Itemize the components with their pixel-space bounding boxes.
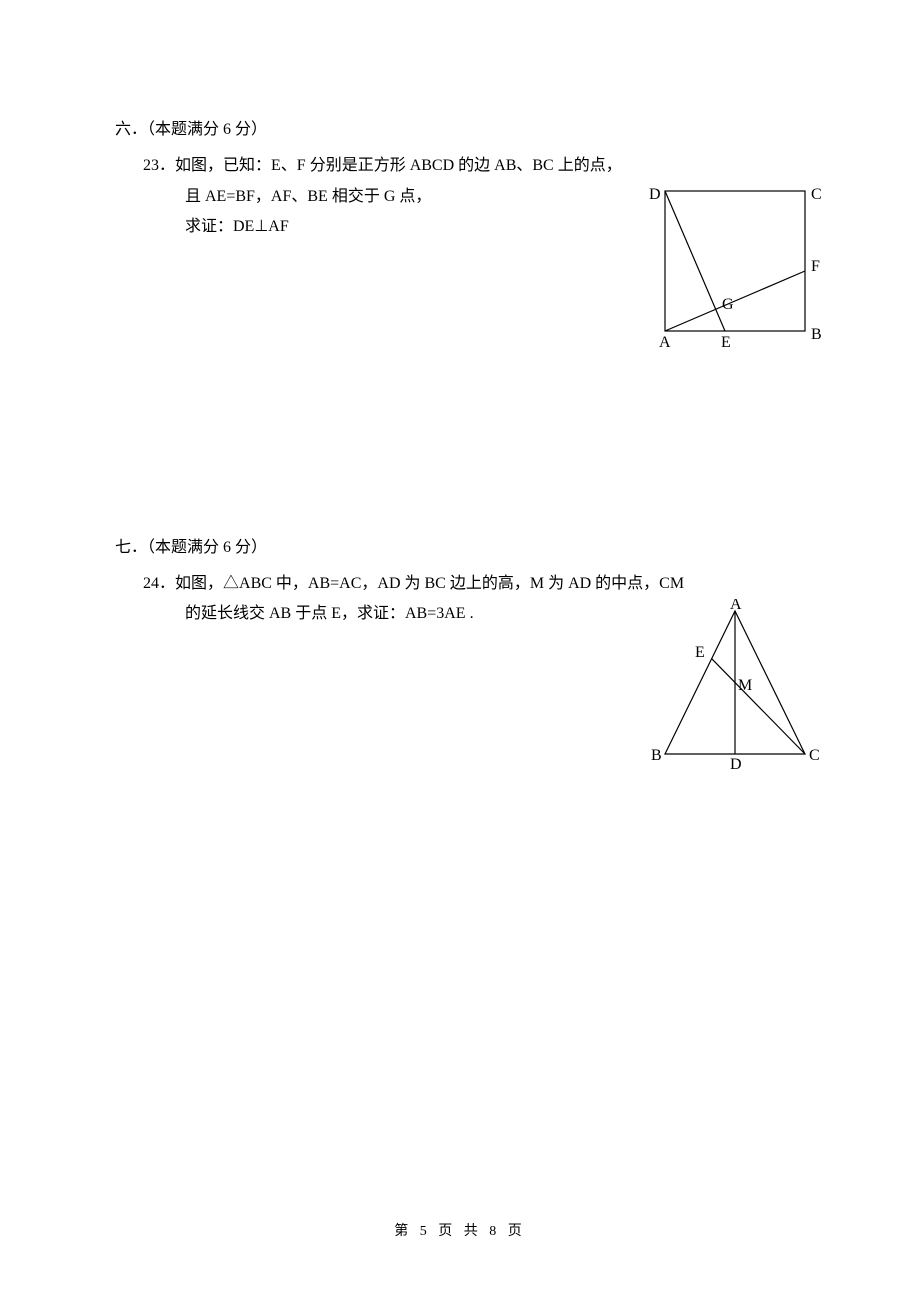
fig23-label-F: F — [811, 258, 820, 275]
fig23-label-G: G — [722, 296, 734, 313]
question-23-block: 23．如图，已知：E、F 分别是正方形 ABCD 的边 AB、BC 上的点， 且… — [115, 151, 805, 242]
section-seven-header: 七．（本题满分 6 分） — [115, 533, 805, 563]
fig24-label-M: M — [738, 677, 752, 694]
fig23-label-D: D — [649, 186, 661, 203]
figure-24-svg: A B C D E M — [635, 599, 835, 779]
fig24-label-E: E — [695, 644, 705, 661]
question-24-block: 24．如图，△ABC 中，AB=AC，AD 为 BC 边上的高，M 为 AD 的… — [115, 569, 805, 630]
q24-number: 24． — [143, 575, 175, 592]
q24-line1: 如图，△ABC 中，AB=AC，AD 为 BC 边上的高，M 为 AD 的中点，… — [175, 575, 684, 592]
figure-24: A B C D E M — [635, 599, 835, 790]
q23-number: 23． — [143, 157, 175, 174]
fig23-label-E: E — [721, 334, 731, 351]
figure-23: D C F B A E G — [625, 181, 835, 372]
fig24-label-A: A — [730, 599, 742, 613]
page-content: 六．（本题满分 6 分） 23．如图，已知：E、F 分别是正方形 ABCD 的边… — [0, 0, 920, 630]
fig23-label-B: B — [811, 326, 822, 343]
fig24-label-B: B — [651, 747, 662, 764]
q23-line1: 如图，已知：E、F 分别是正方形 ABCD 的边 AB、BC 上的点， — [175, 157, 622, 174]
footer-text: 第 5 页 共 8 页 — [394, 1224, 526, 1239]
section-six-header: 六．（本题满分 6 分） — [115, 115, 805, 145]
section-seven-title: 七．（本题满分 6 分） — [115, 539, 267, 556]
figure-23-svg: D C F B A E G — [625, 181, 835, 361]
fig23-label-C: C — [811, 186, 822, 203]
section-six-title: 六．（本题满分 6 分） — [115, 121, 267, 138]
page-footer: 第 5 页 共 8 页 — [0, 1220, 920, 1240]
fig24-label-D: D — [730, 756, 742, 773]
fig24-label-C: C — [809, 747, 820, 764]
fig23-label-A: A — [659, 334, 671, 351]
